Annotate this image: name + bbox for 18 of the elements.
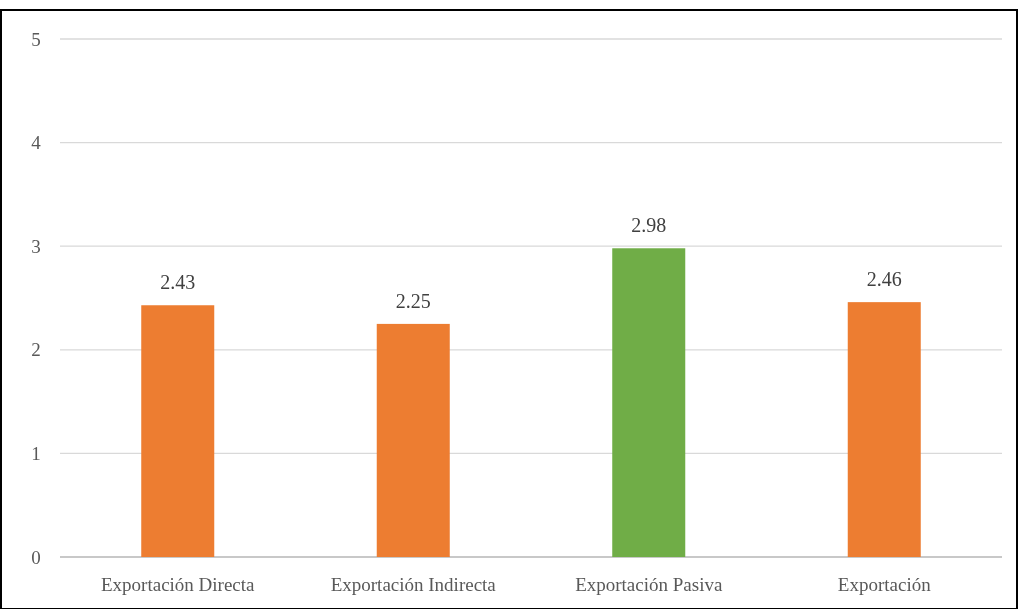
data-label: 2.43 — [160, 271, 196, 294]
bar — [612, 248, 686, 557]
y-tick-label: 1 — [31, 443, 41, 465]
y-tick-label: 2 — [31, 339, 41, 361]
data-label: 2.98 — [631, 214, 667, 237]
x-tick-label: Exportación Directa — [100, 574, 256, 595]
data-label: 2.25 — [395, 289, 431, 312]
bar — [376, 323, 450, 557]
y-tick-label: 4 — [31, 132, 42, 154]
y-tick-label: 5 — [31, 28, 41, 50]
x-tick-label: Exportación — [837, 574, 932, 595]
y-tick-label: 0 — [31, 546, 41, 568]
bar — [847, 302, 921, 557]
data-label: 2.46 — [866, 268, 902, 291]
x-tick-label: Exportación Pasiva — [575, 574, 723, 595]
bar — [141, 305, 215, 557]
x-tick-label: Exportación Indirecta — [330, 574, 497, 595]
y-tick-label: 3 — [31, 235, 41, 257]
